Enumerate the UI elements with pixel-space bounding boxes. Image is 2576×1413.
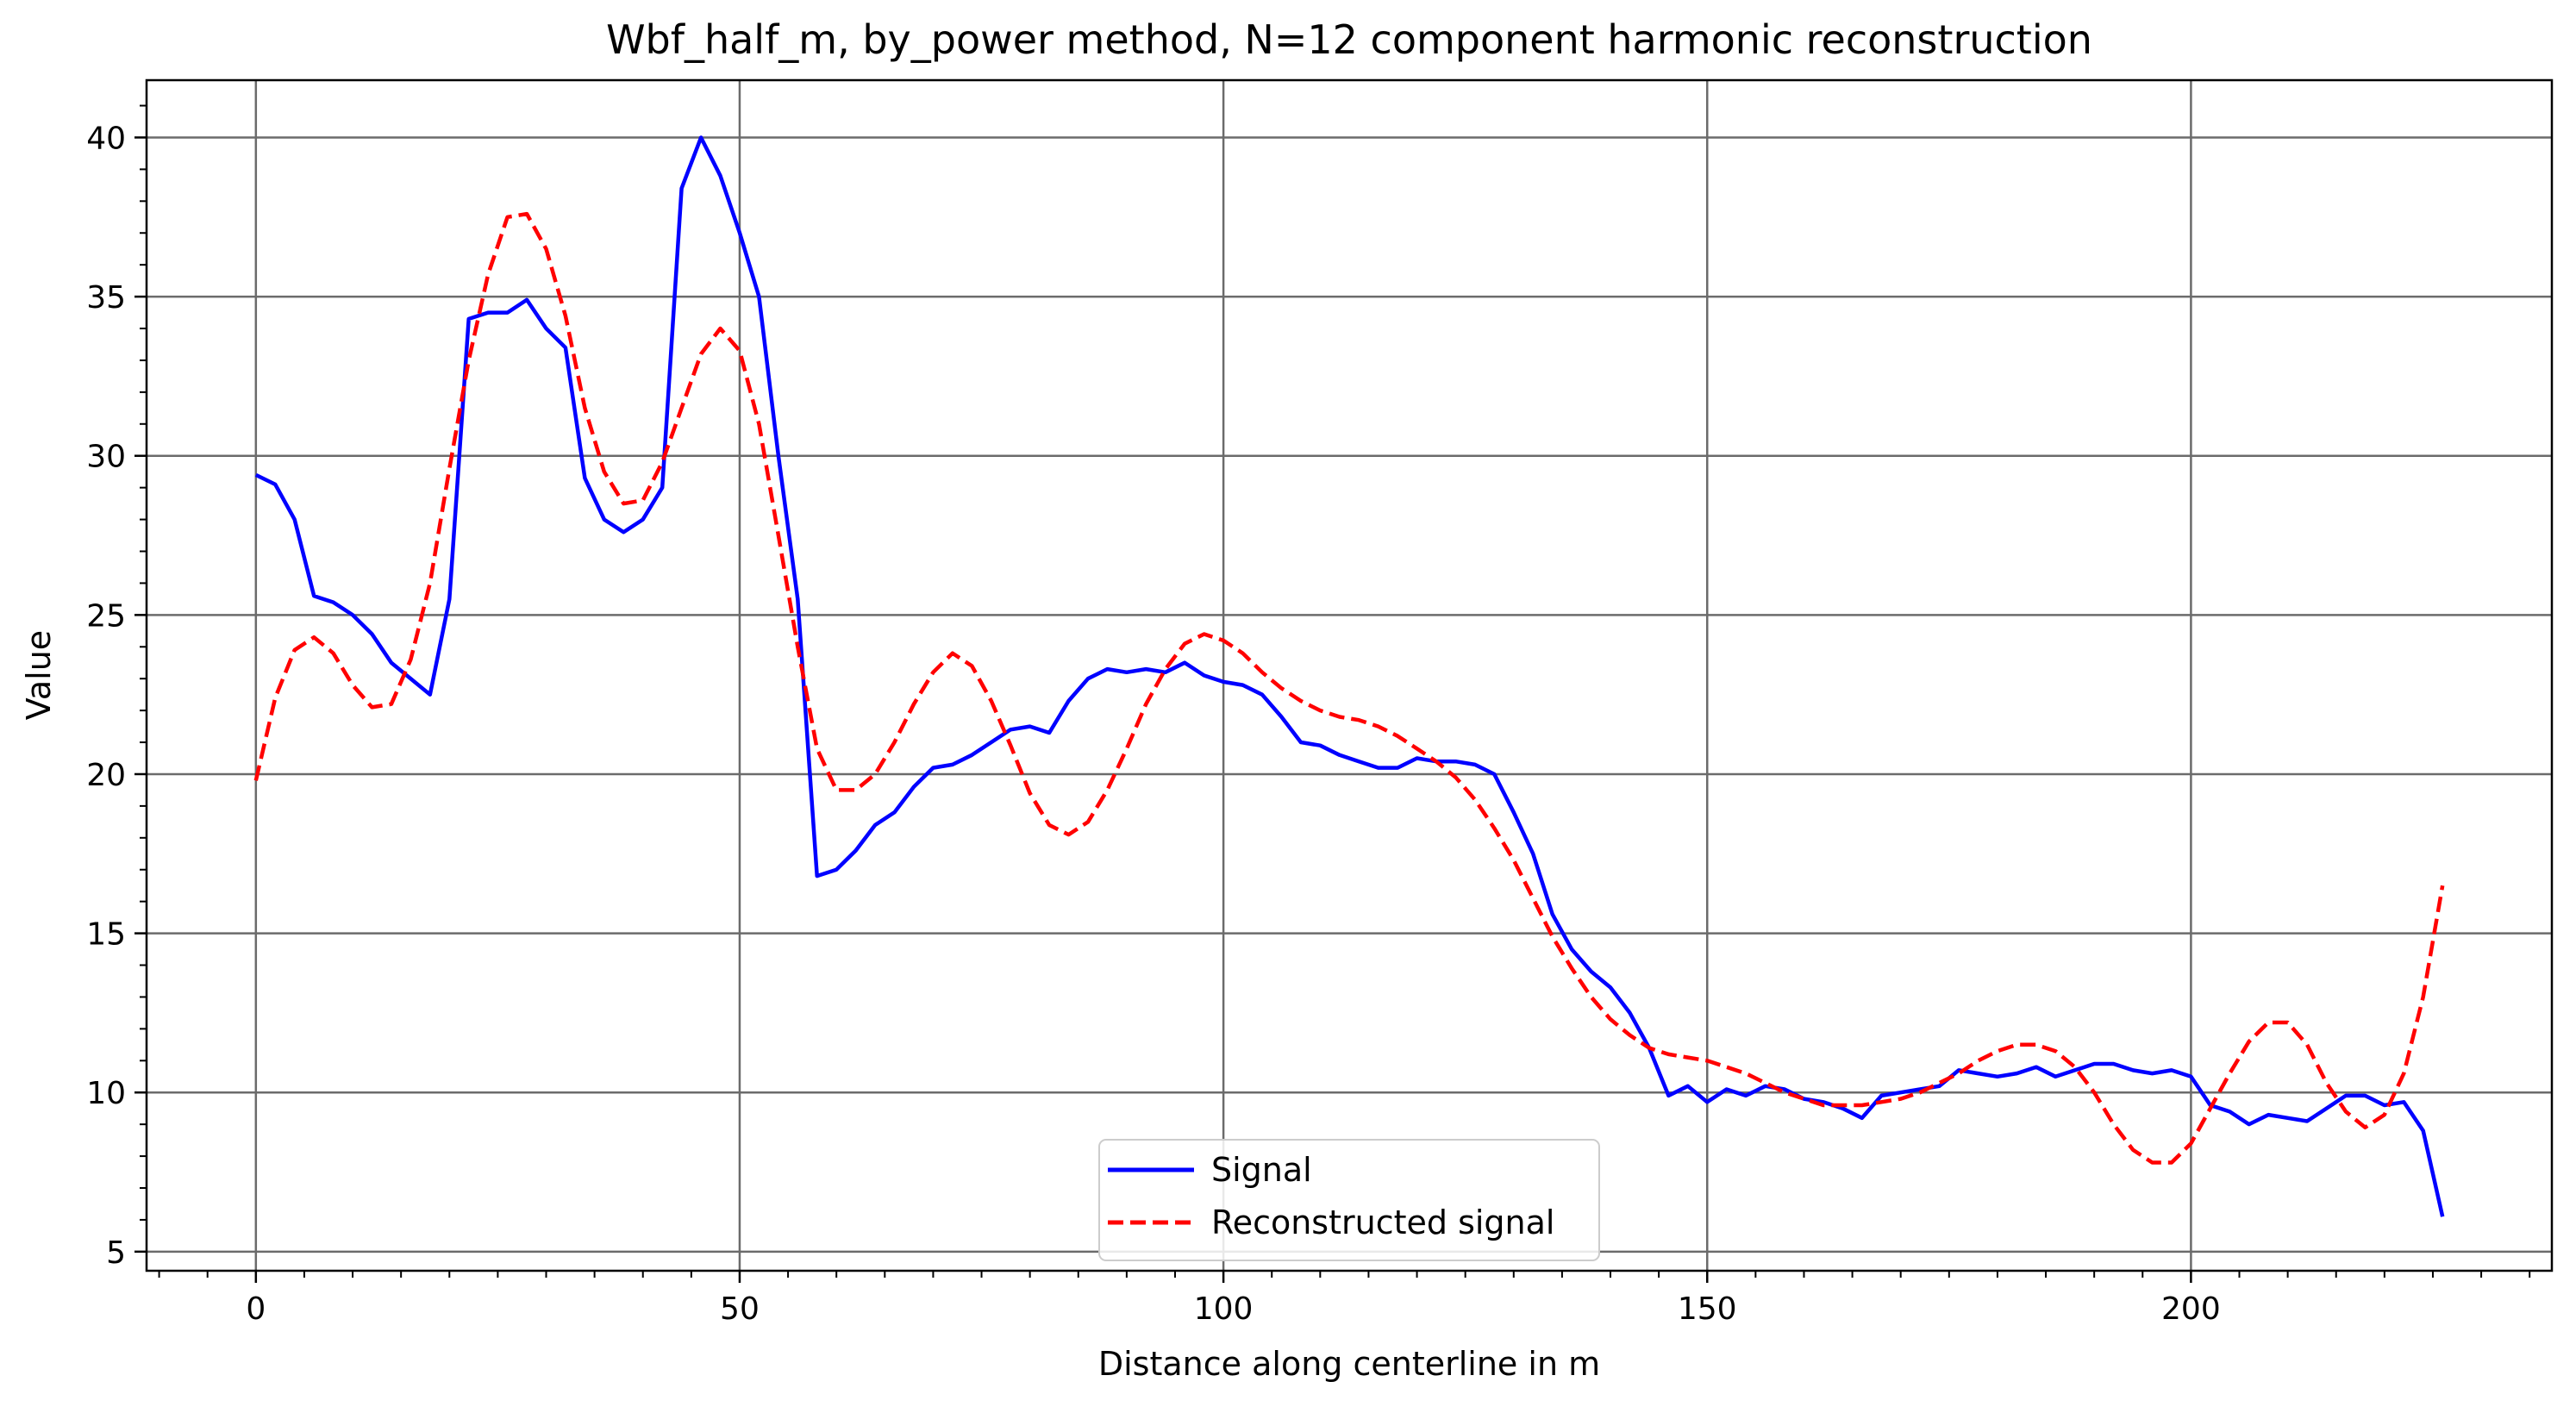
axis-ticks: 0 50 100 150 200 5 10 15 20 25 30 35 40: [86, 104, 2531, 1327]
legend-box: [1098, 1139, 1600, 1261]
y-tick-label: 25: [86, 598, 126, 634]
y-tick-label: 30: [86, 440, 126, 475]
x-axis-label: Distance along centerline in m: [1098, 1345, 1600, 1383]
y-tick-label: 20: [86, 758, 126, 793]
x-tick-label: 50: [720, 1291, 760, 1327]
legend: Signal Reconstructed signal: [1098, 1139, 1600, 1261]
x-tick-label: 100: [1194, 1291, 1254, 1327]
x-tick-label: 200: [2161, 1291, 2221, 1327]
grid-lines: [147, 80, 2552, 1271]
y-tick-label: 5: [106, 1235, 126, 1271]
legend-signal-label: Signal: [1211, 1151, 1312, 1189]
chart-title: Wbf_half_m, by_power method, N=12 compon…: [606, 16, 2092, 63]
y-tick-label: 40: [86, 121, 126, 156]
y-tick-label: 15: [86, 917, 126, 953]
series-lines: [253, 135, 2445, 1217]
plot-area-frame: [145, 78, 2554, 1272]
y-tick-label: 10: [86, 1076, 126, 1111]
signal-line: [254, 135, 2445, 1217]
x-tick-label: 150: [1678, 1291, 1737, 1327]
y-axis-label: Value: [20, 630, 58, 720]
legend-reconstructed-label: Reconstructed signal: [1211, 1204, 1554, 1241]
x-tick-label: 0: [246, 1291, 266, 1327]
y-tick-label: 35: [86, 280, 126, 316]
